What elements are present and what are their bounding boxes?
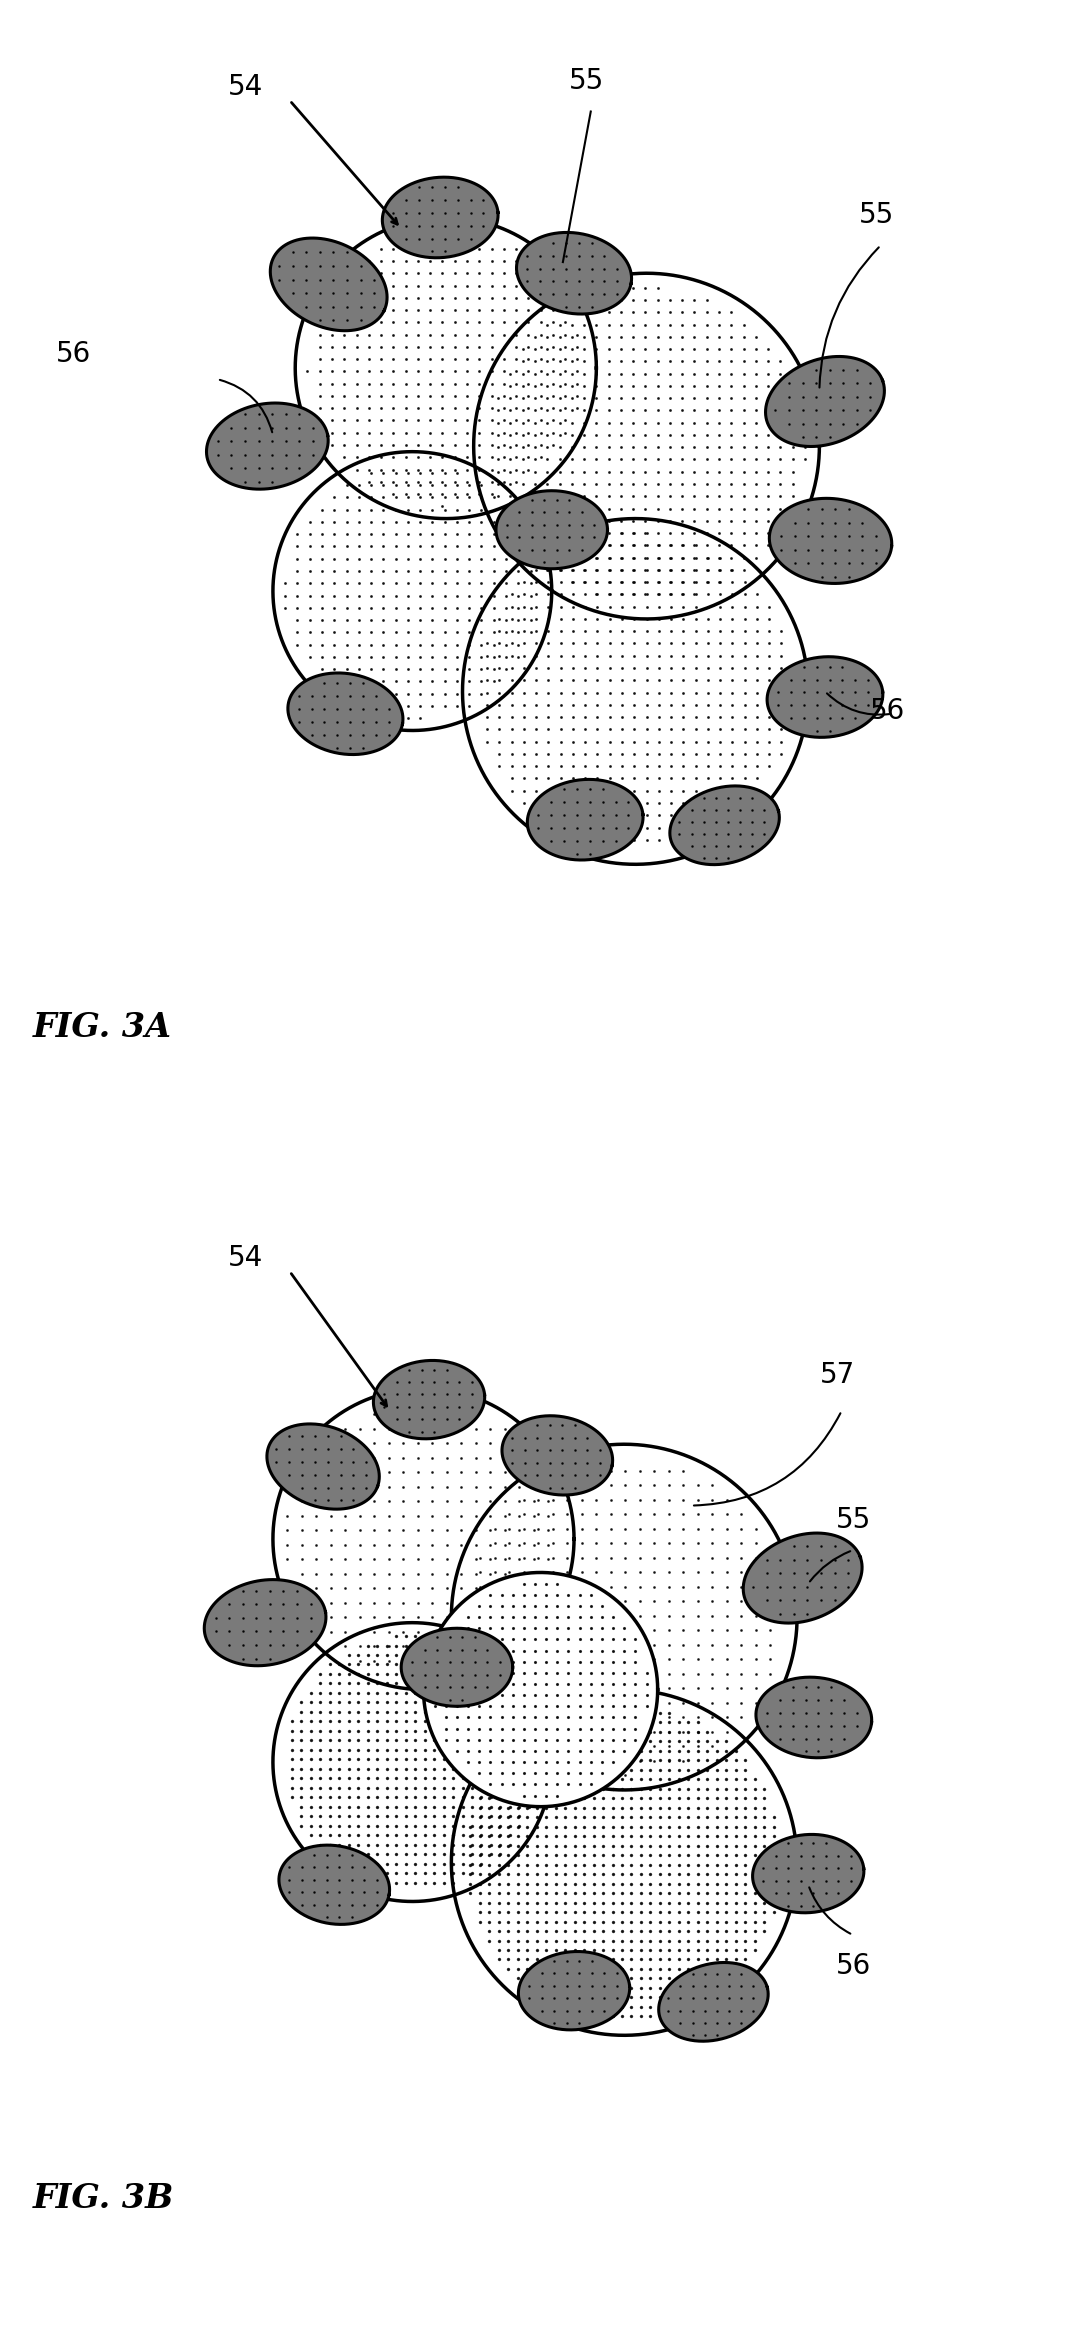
Polygon shape bbox=[382, 178, 498, 258]
Polygon shape bbox=[752, 1834, 863, 1913]
Polygon shape bbox=[452, 1689, 797, 2035]
Polygon shape bbox=[670, 787, 779, 864]
Polygon shape bbox=[659, 1963, 768, 2042]
Text: 55: 55 bbox=[568, 68, 603, 96]
Text: FIG. 3B: FIG. 3B bbox=[33, 2183, 174, 2216]
Polygon shape bbox=[273, 1389, 574, 1689]
Text: 56: 56 bbox=[836, 1951, 871, 1979]
Polygon shape bbox=[401, 1628, 513, 1707]
FancyArrowPatch shape bbox=[219, 379, 272, 433]
Polygon shape bbox=[288, 672, 403, 754]
Polygon shape bbox=[765, 356, 885, 447]
Polygon shape bbox=[462, 518, 808, 864]
Polygon shape bbox=[271, 239, 387, 330]
Polygon shape bbox=[452, 1445, 797, 1789]
Polygon shape bbox=[474, 274, 820, 618]
Text: 56: 56 bbox=[56, 340, 91, 368]
Polygon shape bbox=[767, 656, 883, 738]
Polygon shape bbox=[528, 780, 643, 860]
Text: 56: 56 bbox=[870, 698, 905, 726]
Polygon shape bbox=[295, 218, 596, 518]
Polygon shape bbox=[744, 1534, 862, 1623]
Text: FIG. 3A: FIG. 3A bbox=[33, 1012, 172, 1045]
Text: 54: 54 bbox=[228, 1244, 263, 1272]
Polygon shape bbox=[204, 1579, 326, 1665]
Polygon shape bbox=[273, 452, 552, 731]
Text: 55: 55 bbox=[858, 201, 893, 230]
Polygon shape bbox=[755, 1677, 872, 1759]
FancyArrowPatch shape bbox=[809, 1888, 851, 1934]
Polygon shape bbox=[496, 492, 608, 569]
Polygon shape bbox=[279, 1845, 389, 1925]
Polygon shape bbox=[266, 1424, 379, 1508]
Polygon shape bbox=[517, 232, 631, 314]
FancyArrowPatch shape bbox=[694, 1412, 840, 1506]
Polygon shape bbox=[518, 1951, 629, 2031]
Text: 55: 55 bbox=[836, 1506, 871, 1534]
FancyArrowPatch shape bbox=[810, 1550, 851, 1581]
Text: 57: 57 bbox=[820, 1361, 855, 1389]
Text: 54: 54 bbox=[228, 73, 263, 101]
Polygon shape bbox=[207, 403, 328, 489]
Polygon shape bbox=[273, 1623, 552, 1902]
Polygon shape bbox=[769, 499, 891, 583]
Polygon shape bbox=[502, 1417, 613, 1494]
Polygon shape bbox=[424, 1571, 658, 1806]
FancyArrowPatch shape bbox=[820, 248, 878, 386]
Polygon shape bbox=[373, 1361, 485, 1438]
FancyArrowPatch shape bbox=[827, 693, 889, 714]
